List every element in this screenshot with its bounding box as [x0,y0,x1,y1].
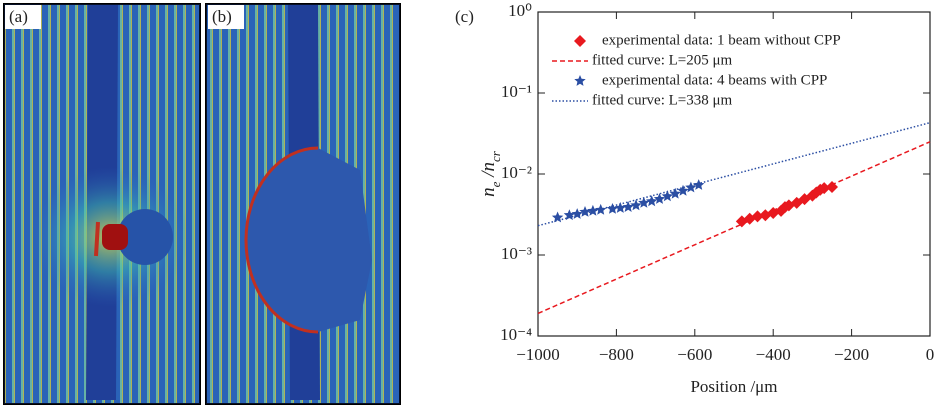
data-point [563,209,576,221]
legend-marker [574,75,586,86]
data-point [579,206,591,217]
image-a [3,3,201,405]
data-point [587,204,599,216]
y-tick-label: 10⁻³ [501,244,532,263]
x-tick-label: −200 [834,345,869,364]
data-point [551,211,564,223]
data-point [571,208,583,219]
x-tick-label: −400 [756,345,791,364]
data-point [661,190,674,202]
legend-label: fitted curve: L=205 μm [592,52,733,68]
y-label-part: n [478,187,499,197]
x-axis-label: Position /μm [690,377,777,396]
data-point [685,181,697,193]
data-point [622,201,634,212]
y-tick-label: 10⁰ [508,1,532,20]
data-point [669,187,681,199]
data-point [653,193,666,204]
x-tick-label: −600 [677,345,712,364]
x-tick-label: 0 [926,345,935,364]
image-b [205,3,401,405]
label-bg [208,5,244,29]
panel-label: (a) [9,7,28,26]
data-point [638,196,650,208]
data-point [595,203,607,215]
data-point [630,199,642,211]
label-bg [5,5,41,29]
y-axis-label: ne /ncr [478,150,503,197]
data-point [646,195,658,207]
legend-label: experimental data: 1 beam without CPP [602,32,841,48]
data-point [606,203,619,214]
data-point [614,202,626,213]
x-tick-label: −1000 [516,345,560,364]
data-point [677,184,689,196]
legend-label: fitted curve: L=338 μm [592,92,733,108]
data-point [693,179,705,190]
legend-marker [574,35,586,47]
panel-label: (c) [455,7,474,26]
panel-label: (b) [212,7,232,26]
y-label-part: e [488,181,503,187]
y-tick-label: 10⁻² [501,163,532,182]
y-tick-label: 10⁻⁴ [500,325,532,344]
y-label-part: cr [488,150,503,162]
fit-line [537,141,931,315]
x-tick-label: −800 [599,345,634,364]
fit-line [537,121,931,227]
legend-label: experimental data: 4 beams with CPP [602,72,827,88]
y-label-part: /n [478,162,499,182]
y-tick-label: 10⁻¹ [501,82,532,101]
